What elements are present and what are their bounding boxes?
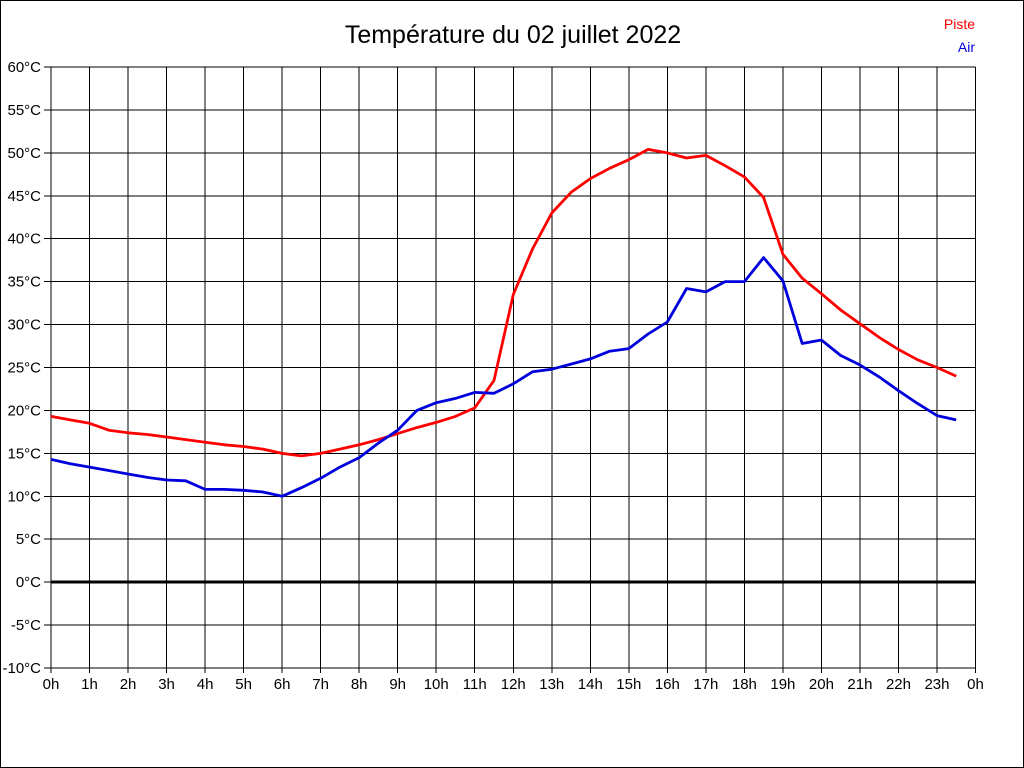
x-tick-label: 7h (312, 676, 329, 693)
y-tick-label: 10°C (7, 488, 41, 505)
x-tick-label: 13h (539, 676, 564, 693)
grid-layer (50, 66, 976, 669)
x-tick-label: 21h (847, 676, 872, 693)
x-tick-label: 10h (424, 676, 449, 693)
air-line (50, 256, 957, 498)
x-tick-label: 4h (197, 676, 214, 693)
y-tick-label: 0°C (16, 574, 41, 591)
x-tick-label: 19h (770, 676, 795, 693)
piste-line (50, 147, 957, 458)
y-tick-label: 25°C (7, 360, 41, 377)
y-tick-label: 40°C (7, 231, 41, 248)
legend-item-piste: Piste (943, 16, 975, 32)
x-tick-label: 8h (351, 676, 368, 693)
tick-layer (44, 66, 976, 673)
legend: Piste Air (944, 13, 975, 59)
x-tick-label: 22h (886, 676, 911, 693)
x-tick-label: 5h (235, 676, 252, 693)
x-tick-label: 6h (274, 676, 291, 693)
x-tick-label: 2h (120, 676, 137, 693)
y-tick-label: 5°C (16, 531, 41, 548)
x-tick-label: 11h (463, 676, 487, 693)
y-tick-label: 20°C (7, 402, 41, 419)
x-tick-label: 20h (809, 676, 834, 693)
y-tick-label: 50°C (7, 145, 41, 162)
x-tick-label: 0h (967, 676, 984, 693)
x-tick-label: 23h (924, 676, 949, 693)
x-tick-label: 17h (693, 676, 718, 693)
legend-item-air: Air (957, 39, 975, 55)
x-tick-label: 1h (81, 676, 98, 693)
y-tick-label: 55°C (7, 102, 41, 119)
y-tick-label: -5°C (11, 617, 41, 634)
y-tick-label: 15°C (7, 445, 41, 462)
x-tick-label: 15h (616, 676, 641, 693)
series-layer (50, 147, 957, 498)
label-layer: 60°C 55°C 50°C 45°C 40°C 35°C 30°C 25°C 20°C 15°C… (2, 59, 983, 693)
x-tick-label: 16h (655, 676, 680, 693)
chart-title: Température du 02 juillet 2022 (344, 21, 682, 49)
x-tick-label: 3h (158, 676, 175, 693)
x-tick-label: 12h (501, 676, 526, 693)
y-tick-label: 35°C (7, 274, 41, 291)
y-tick-label: 30°C (7, 317, 41, 334)
x-tick-label: 9h (389, 676, 406, 693)
x-tick-label: 14h (578, 676, 603, 693)
y-tick-label: 60°C (7, 59, 41, 76)
x-tick-label: 18h (732, 676, 757, 693)
y-tick-label: 45°C (7, 188, 41, 205)
x-tick-label: 0h (43, 676, 60, 693)
y-tick-label: -10°C (2, 660, 41, 677)
